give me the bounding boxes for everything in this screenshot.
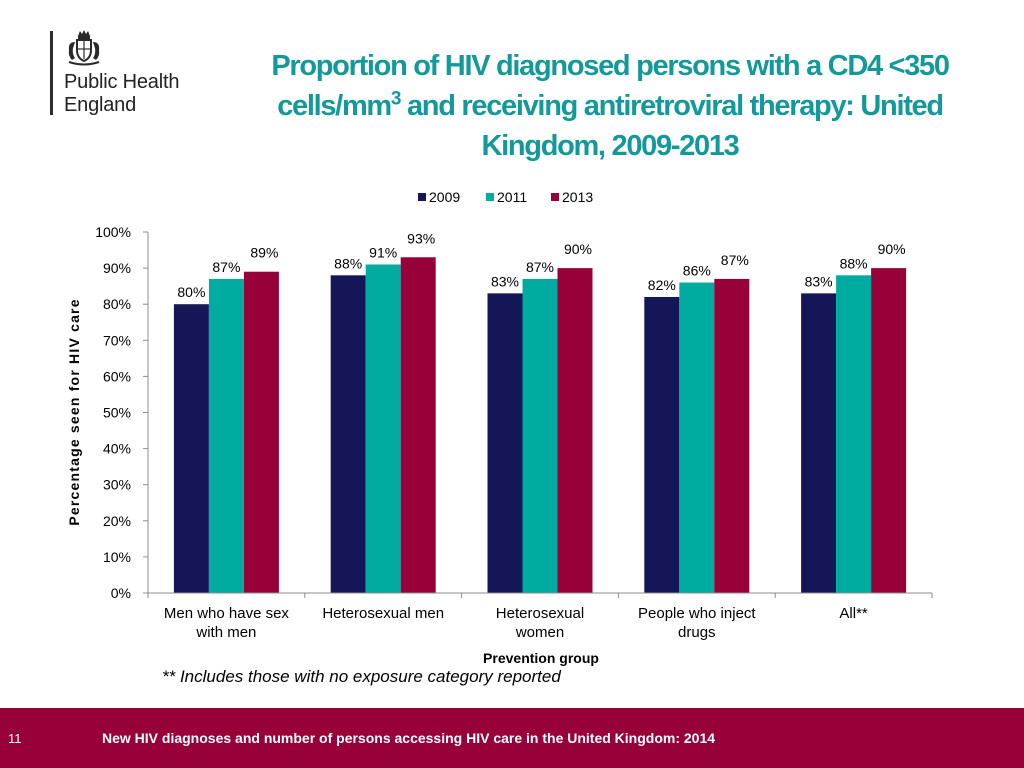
- category-label-line: People who inject: [638, 605, 756, 622]
- category-label-line: Heterosexual: [496, 605, 584, 622]
- title-text-part2: and receiving antiretroviral therapy: Un…: [400, 90, 944, 162]
- organisation-logo: Public Health England: [50, 28, 220, 118]
- chart-data-labels: 80% 87% 89% 88% 91% 93% 83% 87% 90% 82% 86% 87% 83% 8…: [177, 230, 905, 300]
- legend-swatch: [418, 193, 426, 201]
- category-label-line: Heterosexual men: [322, 605, 444, 622]
- legend-label: 2011: [497, 189, 527, 205]
- y-tick-label: 90%: [103, 260, 131, 276]
- category-label-line: Men who have sex: [164, 605, 290, 622]
- bar-2009-2: [487, 293, 523, 593]
- y-tick-label: 50%: [103, 405, 131, 421]
- bar-2011-2: [522, 278, 558, 593]
- legend-label: 2013: [562, 189, 593, 205]
- data-label-2011-1: 91%: [369, 244, 397, 260]
- category-label-2: Heterosexual women: [496, 605, 584, 641]
- bar-2009-0: [173, 304, 209, 593]
- category-label-4: All**: [839, 605, 868, 622]
- chart-axes: 0% 10% 20% 30% 40% 50% 60% 70% 80% 90% 100%: [95, 224, 933, 601]
- data-label-2011-0: 87%: [212, 259, 240, 275]
- data-label-2013-2: 90%: [564, 241, 592, 257]
- chart-category-labels: Men who have sex with men Heterosexual men…: [164, 605, 868, 641]
- category-label-0: Men who have sex with men: [164, 605, 290, 641]
- category-label-line: women: [515, 624, 564, 641]
- data-label-2013-3: 87%: [721, 252, 749, 268]
- data-label-2011-3: 86%: [683, 263, 711, 279]
- data-label-2009-4: 83%: [805, 273, 833, 289]
- category-label-1: Heterosexual men: [322, 605, 444, 622]
- category-label-line: with men: [195, 624, 256, 641]
- y-tick-label: 70%: [103, 332, 131, 348]
- data-label-2011-2: 87%: [526, 259, 554, 275]
- x-axis-title: Prevention group: [483, 650, 599, 666]
- chart-bars: [173, 257, 907, 593]
- y-tick-label: 60%: [103, 368, 131, 384]
- bar-2013-0: [243, 271, 279, 593]
- bar-chart: 2009 2011 2013 80% 87% 89% 88% 91% 93% 83% 87% 90%…: [66, 189, 933, 666]
- legend-swatch: [551, 193, 559, 201]
- footer-caption: New HIV diagnoses and number of persons …: [102, 730, 716, 746]
- data-label-2009-2: 83%: [491, 273, 519, 289]
- data-label-2013-4: 90%: [878, 241, 906, 257]
- page-number: 11: [8, 731, 22, 746]
- y-tick-label: 10%: [103, 549, 131, 565]
- legend-item-2011: 2011: [486, 189, 527, 205]
- bar-2013-2: [557, 268, 593, 593]
- data-label-2013-1: 93%: [407, 230, 435, 246]
- legend-label: 2009: [429, 189, 460, 205]
- data-label-2009-3: 82%: [648, 277, 676, 293]
- data-label-2009-0: 80%: [177, 284, 205, 300]
- data-label-2013-0: 89%: [250, 245, 278, 261]
- y-tick-label: 20%: [103, 513, 131, 529]
- bar-2009-4: [801, 293, 837, 593]
- bar-2011-4: [836, 275, 872, 593]
- legend-item-2009: 2009: [418, 189, 460, 205]
- category-label-line: drugs: [678, 624, 716, 641]
- bar-2011-0: [208, 278, 244, 593]
- bar-2009-3: [644, 296, 680, 593]
- logo-org-name-line2: England: [64, 94, 136, 116]
- y-tick-label: 80%: [103, 296, 131, 312]
- y-tick-label: 30%: [103, 477, 131, 493]
- royal-coat-of-arms-icon: [68, 30, 100, 66]
- bar-2013-1: [400, 257, 436, 593]
- legend-swatch: [486, 193, 494, 201]
- y-axis-title: Percentage seen for HIV care: [66, 298, 82, 525]
- title-superscript: 3: [390, 88, 402, 110]
- title-text-part1: Proportion of HIV diagnosed persons with…: [271, 50, 950, 122]
- bar-2011-1: [365, 264, 401, 593]
- data-label-2009-1: 88%: [334, 255, 362, 271]
- logo-divider: [50, 31, 53, 115]
- data-label-2011-4: 88%: [840, 255, 868, 271]
- category-label-3: People who inject drugs: [638, 605, 756, 641]
- chart-footnote: ** Includes those with no exposure categ…: [162, 667, 561, 686]
- slide-title: Proportion of HIV diagnosed persons with…: [230, 46, 990, 166]
- chart-legend: 2009 2011 2013: [418, 189, 593, 205]
- footer-bar: 11 New HIV diagnoses and number of perso…: [0, 708, 1024, 768]
- bar-2011-3: [679, 282, 715, 593]
- bar-2013-3: [714, 278, 750, 593]
- bar-2009-1: [330, 275, 366, 593]
- category-label-line: All**: [839, 605, 868, 622]
- y-tick-label: 0%: [111, 585, 131, 601]
- legend-item-2013: 2013: [551, 189, 593, 205]
- bar-2013-4: [871, 268, 907, 593]
- y-tick-label: 100%: [95, 224, 131, 240]
- logo-org-name-line1: Public Health: [64, 71, 180, 93]
- y-tick-label: 40%: [103, 441, 131, 457]
